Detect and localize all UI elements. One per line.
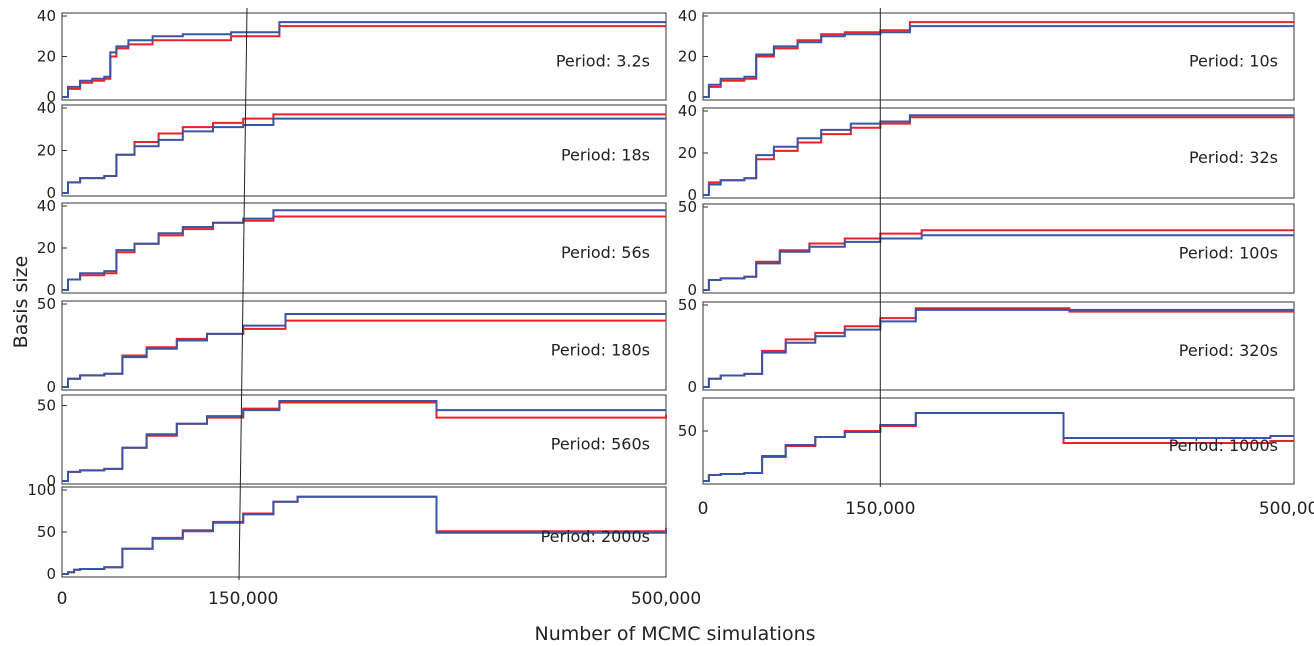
panel-left-1: 0 20 40 Period: 18s <box>37 99 667 202</box>
y-tick-label: 0 <box>687 378 697 396</box>
period-label: Period: 18s <box>561 146 650 165</box>
period-label: Period: 180s <box>551 341 650 360</box>
y-tick-label: 50 <box>37 523 56 541</box>
series-blue-line <box>62 495 667 575</box>
period-label: Period: 2000s <box>541 527 650 546</box>
panel-left-5: 0 50 100 Period: 2000s <box>27 481 667 583</box>
series-blue-line <box>62 400 666 482</box>
series-blue-line <box>703 412 1294 482</box>
period-label: Period: 32s <box>1189 148 1278 167</box>
y-tick-label: 100 <box>27 481 56 499</box>
panel-left-4: 0 50 Period: 560s <box>37 394 667 490</box>
y-tick-label: 20 <box>37 142 56 160</box>
y-tick-label: 0 <box>46 378 56 396</box>
y-tick-label: 0 <box>687 281 697 299</box>
x-tick-label: 500,000 <box>1259 499 1314 519</box>
y-tick-label: 0 <box>46 472 56 490</box>
x-tick-label: 150,000 <box>208 589 278 609</box>
y-tick-label: 40 <box>678 7 697 25</box>
panels: 0 20 40 Period: 3.2s 0 20 40 Period: 18s 0 20 40 Pe… <box>27 7 1295 583</box>
period-label: Period: 56s <box>561 243 650 262</box>
y-tick-label: 20 <box>37 48 56 66</box>
y-tick-label: 40 <box>678 102 697 120</box>
y-tick-label: 40 <box>37 99 56 117</box>
x-axis-label: Number of MCMC simulations <box>534 623 815 645</box>
y-tick-label: 50 <box>678 198 697 216</box>
panel-left-0: 0 20 40 Period: 3.2s <box>37 7 667 106</box>
y-axis-label: Basis size <box>10 256 32 349</box>
series-blue-line <box>703 308 1294 388</box>
x-tick-label: 0 <box>698 499 709 519</box>
x-tick-label: 0 <box>57 589 68 609</box>
panel-right-8: 0 50 Period: 100s <box>678 198 1295 299</box>
marker-lines <box>238 7 881 581</box>
marker-line-left <box>238 7 248 581</box>
series-blue-line <box>62 21 666 98</box>
period-label: Period: 1000s <box>1169 436 1278 455</box>
panel-frame <box>61 300 667 391</box>
period-label: Period: 560s <box>551 435 650 454</box>
period-label: Period: 10s <box>1189 52 1278 71</box>
panel-frame <box>702 203 1295 294</box>
y-tick-label: 50 <box>678 422 697 440</box>
y-tick-label: 20 <box>678 48 697 66</box>
y-tick-label: 0 <box>687 186 697 204</box>
period-label: Period: 100s <box>1179 244 1278 263</box>
y-tick-label: 0 <box>687 88 697 106</box>
x-tick-labels: 0 150,000 500,000 0 150,000 500,000 <box>57 499 1314 609</box>
panel-left-2: 0 20 40 Period: 56s <box>37 197 667 299</box>
y-tick-label: 0 <box>46 184 56 202</box>
panel-right-6: 0 20 40 Period: 10s <box>678 7 1295 106</box>
y-tick-label: 40 <box>37 7 56 25</box>
panel-frame <box>61 394 667 485</box>
y-tick-label: 0 <box>46 88 56 106</box>
panel-frame <box>702 301 1295 391</box>
y-tick-label: 20 <box>37 239 56 257</box>
y-tick-label: 50 <box>37 295 56 313</box>
y-tick-label: 50 <box>37 397 56 415</box>
y-tick-label: 0 <box>46 565 56 583</box>
y-tick-label: 50 <box>678 296 697 314</box>
x-tick-label: 500,000 <box>631 589 701 609</box>
y-tick-label: 20 <box>678 144 697 162</box>
panel-right-10: 50 Period: 1000s <box>678 397 1295 485</box>
panel-right-7: 0 20 40 Period: 32s <box>678 102 1295 204</box>
panel-left-3: 0 50 Period: 180s <box>37 295 667 396</box>
period-label: Period: 3.2s <box>556 52 650 71</box>
series-blue-line <box>62 209 666 291</box>
series-blue-line <box>62 117 666 194</box>
y-tick-label: 0 <box>46 281 56 299</box>
period-label: Period: 320s <box>1179 341 1278 360</box>
panel-right-9: 0 50 Period: 320s <box>678 296 1295 396</box>
y-tick-label: 40 <box>37 197 56 215</box>
series-blue-line <box>62 313 666 388</box>
x-tick-label: 150,000 <box>845 499 915 519</box>
